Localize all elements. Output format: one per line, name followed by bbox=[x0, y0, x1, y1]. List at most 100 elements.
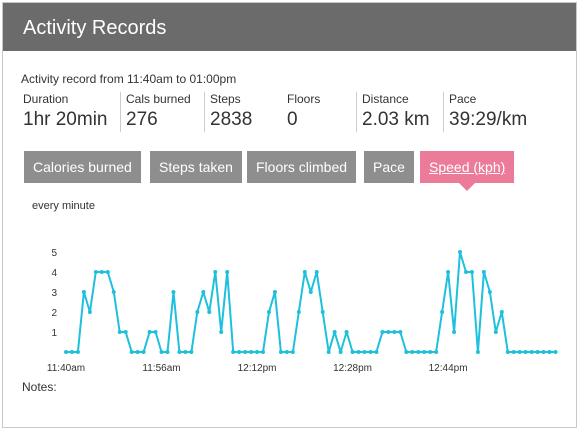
tab-floors-climbed[interactable]: Floors climbed bbox=[247, 151, 357, 183]
speed-data-point[interactable] bbox=[207, 310, 212, 314]
speed-data-point[interactable] bbox=[225, 270, 230, 274]
speed-data-point[interactable] bbox=[428, 350, 433, 354]
speed-data-point[interactable] bbox=[147, 330, 152, 334]
speed-data-point[interactable] bbox=[356, 350, 361, 354]
speed-data-point[interactable] bbox=[440, 310, 445, 314]
speed-data-point[interactable] bbox=[249, 350, 254, 354]
stat-value: 0 bbox=[287, 109, 298, 130]
speed-data-point[interactable] bbox=[404, 350, 409, 354]
stat-steps: Steps 2838 bbox=[204, 92, 252, 132]
speed-data-point[interactable] bbox=[296, 310, 301, 314]
speed-data-point[interactable] bbox=[326, 350, 331, 354]
speed-data-point[interactable] bbox=[117, 330, 122, 334]
speed-data-point[interactable] bbox=[446, 270, 451, 274]
speed-data-point[interactable] bbox=[458, 250, 463, 254]
speed-data-point[interactable] bbox=[320, 310, 325, 314]
speed-data-point[interactable] bbox=[278, 350, 283, 354]
speed-data-point[interactable] bbox=[547, 350, 552, 354]
speed-data-point[interactable] bbox=[386, 330, 391, 334]
speed-data-point[interactable] bbox=[416, 350, 421, 354]
speed-data-point[interactable] bbox=[541, 350, 546, 354]
speed-data-point[interactable] bbox=[469, 270, 474, 274]
speed-data-point[interactable] bbox=[111, 290, 116, 294]
x-tick-label: 12:12pm bbox=[238, 363, 277, 374]
speed-data-point[interactable] bbox=[434, 350, 439, 354]
tab-speed-kph[interactable]: Speed (kph) bbox=[420, 151, 515, 183]
speed-data-point[interactable] bbox=[261, 350, 266, 354]
speed-data-point[interactable] bbox=[314, 270, 319, 274]
stat-label: Distance bbox=[362, 92, 409, 106]
speed-data-point[interactable] bbox=[75, 350, 80, 354]
speed-data-point[interactable] bbox=[338, 350, 343, 354]
speed-data-point[interactable] bbox=[129, 350, 134, 354]
record-time-range: Activity record from 11:40am to 01:00pm bbox=[21, 72, 237, 86]
speed-data-point[interactable] bbox=[266, 310, 271, 314]
tab-steps-taken[interactable]: Steps taken bbox=[150, 151, 242, 183]
speed-data-point[interactable] bbox=[410, 350, 415, 354]
speed-data-point[interactable] bbox=[374, 350, 379, 354]
speed-data-point[interactable] bbox=[493, 330, 498, 334]
speed-data-point[interactable] bbox=[237, 350, 242, 354]
speed-data-point[interactable] bbox=[87, 310, 92, 314]
speed-data-point[interactable] bbox=[463, 270, 468, 274]
speed-data-point[interactable] bbox=[422, 350, 427, 354]
speed-data-point[interactable] bbox=[392, 330, 397, 334]
speed-data-point[interactable] bbox=[135, 350, 140, 354]
speed-data-point[interactable] bbox=[535, 350, 540, 354]
speed-data-point[interactable] bbox=[350, 350, 355, 354]
speed-data-point[interactable] bbox=[523, 350, 528, 354]
speed-data-point[interactable] bbox=[517, 350, 522, 354]
speed-data-point[interactable] bbox=[255, 350, 260, 354]
y-tick-label: 1 bbox=[51, 328, 57, 339]
speed-data-point[interactable] bbox=[189, 350, 194, 354]
speed-data-point[interactable] bbox=[284, 350, 289, 354]
speed-data-point[interactable] bbox=[213, 270, 218, 274]
speed-data-point[interactable] bbox=[511, 350, 516, 354]
speed-data-point[interactable] bbox=[302, 270, 307, 274]
activity-records-card: Activity Records bbox=[2, 2, 577, 428]
speed-data-point[interactable] bbox=[159, 350, 164, 354]
speed-data-point[interactable] bbox=[272, 290, 277, 294]
speed-data-point[interactable] bbox=[123, 330, 128, 334]
speed-data-point[interactable] bbox=[362, 350, 367, 354]
speed-data-point[interactable] bbox=[195, 310, 200, 314]
speed-data-point[interactable] bbox=[141, 350, 146, 354]
tab-calories-burned[interactable]: Calories burned bbox=[24, 151, 141, 183]
stat-value: 276 bbox=[126, 109, 158, 130]
speed-data-point[interactable] bbox=[529, 350, 534, 354]
speed-series-line bbox=[66, 251, 556, 353]
speed-data-point[interactable] bbox=[219, 330, 224, 334]
speed-data-point[interactable] bbox=[105, 270, 110, 274]
speed-data-point[interactable] bbox=[201, 290, 206, 294]
speed-data-point[interactable] bbox=[481, 270, 486, 274]
speed-data-point[interactable] bbox=[69, 350, 74, 354]
speed-data-point[interactable] bbox=[398, 330, 403, 334]
speed-data-point[interactable] bbox=[553, 350, 558, 354]
speed-data-point[interactable] bbox=[177, 350, 182, 354]
speed-data-point[interactable] bbox=[290, 350, 295, 354]
speed-data-point[interactable] bbox=[308, 290, 313, 294]
speed-data-point[interactable] bbox=[368, 350, 373, 354]
speed-data-point[interactable] bbox=[64, 350, 68, 354]
speed-data-point[interactable] bbox=[81, 290, 86, 294]
y-tick-label: 3 bbox=[51, 288, 57, 299]
speed-data-point[interactable] bbox=[93, 270, 98, 274]
speed-data-point[interactable] bbox=[475, 350, 480, 354]
speed-data-point[interactable] bbox=[452, 330, 457, 334]
speed-data-point[interactable] bbox=[380, 330, 385, 334]
speed-data-point[interactable] bbox=[487, 290, 492, 294]
tab-pace[interactable]: Pace bbox=[364, 151, 414, 183]
stat-label: Steps bbox=[210, 92, 241, 106]
speed-data-point[interactable] bbox=[183, 350, 188, 354]
speed-data-point[interactable] bbox=[171, 290, 176, 294]
speed-data-point[interactable] bbox=[99, 270, 104, 274]
x-tick-label: 12:28pm bbox=[333, 363, 372, 374]
speed-data-point[interactable] bbox=[344, 330, 349, 334]
speed-data-point[interactable] bbox=[499, 310, 504, 314]
speed-data-point[interactable] bbox=[153, 330, 158, 334]
speed-data-point[interactable] bbox=[332, 330, 337, 334]
speed-data-point[interactable] bbox=[231, 350, 236, 354]
speed-data-point[interactable] bbox=[165, 350, 170, 354]
speed-data-point[interactable] bbox=[243, 350, 248, 354]
speed-data-point[interactable] bbox=[505, 350, 510, 354]
